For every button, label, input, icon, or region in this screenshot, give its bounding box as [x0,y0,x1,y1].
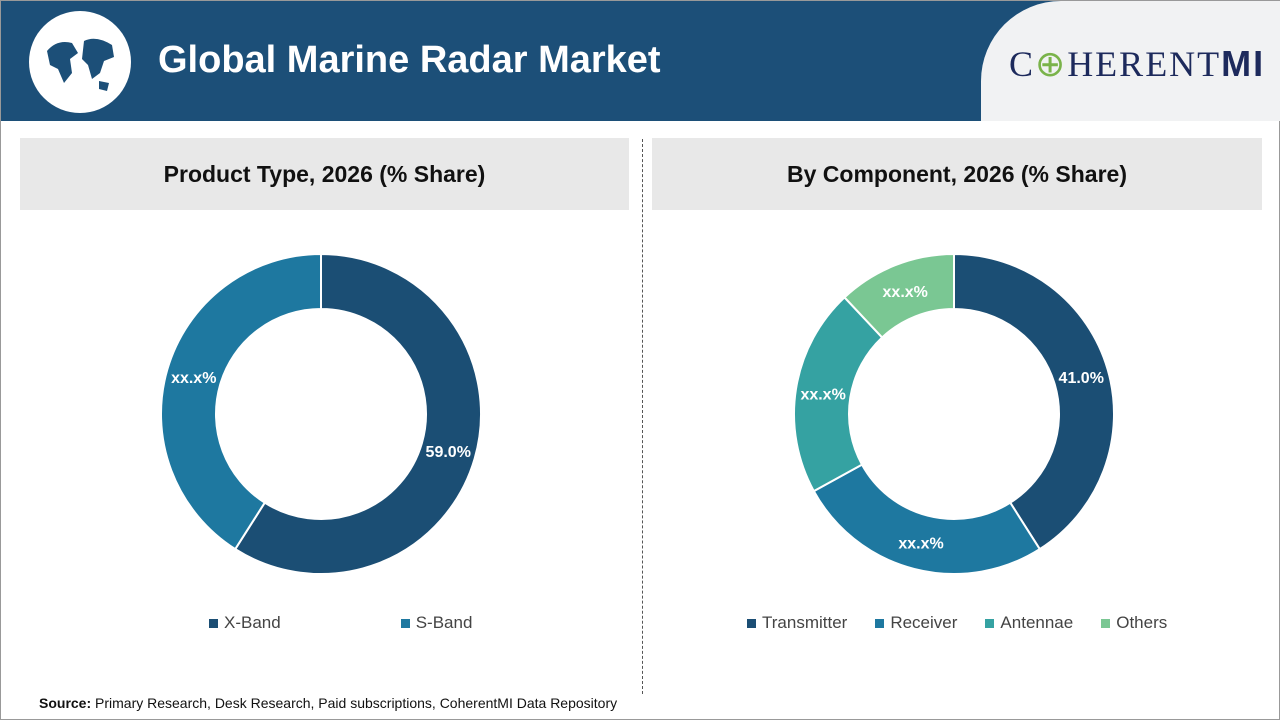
legend-swatch [875,619,885,628]
divider [642,139,643,694]
legend-swatch [400,619,410,628]
legend-label: S-Band [415,613,473,632]
page-title: Global Marine Radar Market [158,39,661,81]
slice-x-band [233,252,482,575]
legend-item: S-Band [400,613,473,633]
legend-item: Others [1101,613,1167,633]
legend-swatch [1101,619,1111,628]
data-label: 59.0% [426,444,471,461]
header: Global Marine Radar Market C⊕HERENTMI [1,1,1280,121]
slice-transmitter [953,252,1115,551]
logo-area [981,1,1280,121]
data-label: xx.x% [171,370,216,387]
slice-receiver [812,463,1042,575]
chart-title-component: By Component, 2026 (% Share) [652,138,1262,210]
legend-label: Antennae [1000,613,1074,632]
data-label: xx.x% [898,535,943,552]
legend-swatch [985,619,995,628]
globe-icon [29,11,131,113]
data-label: 41.0% [1059,370,1104,387]
chart-title-product-type: Product Type, 2026 (% Share) [20,138,629,210]
source-note: Source: Primary Research, Desk Research,… [39,695,618,711]
legend-item: Antennae [985,613,1073,633]
legend-swatch [209,619,218,628]
slice-s-band [160,252,322,551]
legend-item: Transmitter [747,613,847,633]
slice-others [843,252,955,339]
legend-item: Receiver [875,613,957,633]
legend-swatch [747,619,756,628]
legend-label: X-Band [224,613,281,632]
legend-component: Transmitter Receiver Antennae Others [747,613,1167,633]
legend-label: Others [1116,613,1168,632]
data-label: xx.x% [800,386,845,403]
legend-label: Receiver [890,613,958,632]
legend-item: X-Band [209,613,281,633]
legend-product-type: X-Band S-Band [209,613,472,633]
legend-label: Transmitter [762,613,848,632]
data-label: xx.x% [883,284,928,301]
brand-logo: C⊕HERENTMI [1009,43,1266,84]
